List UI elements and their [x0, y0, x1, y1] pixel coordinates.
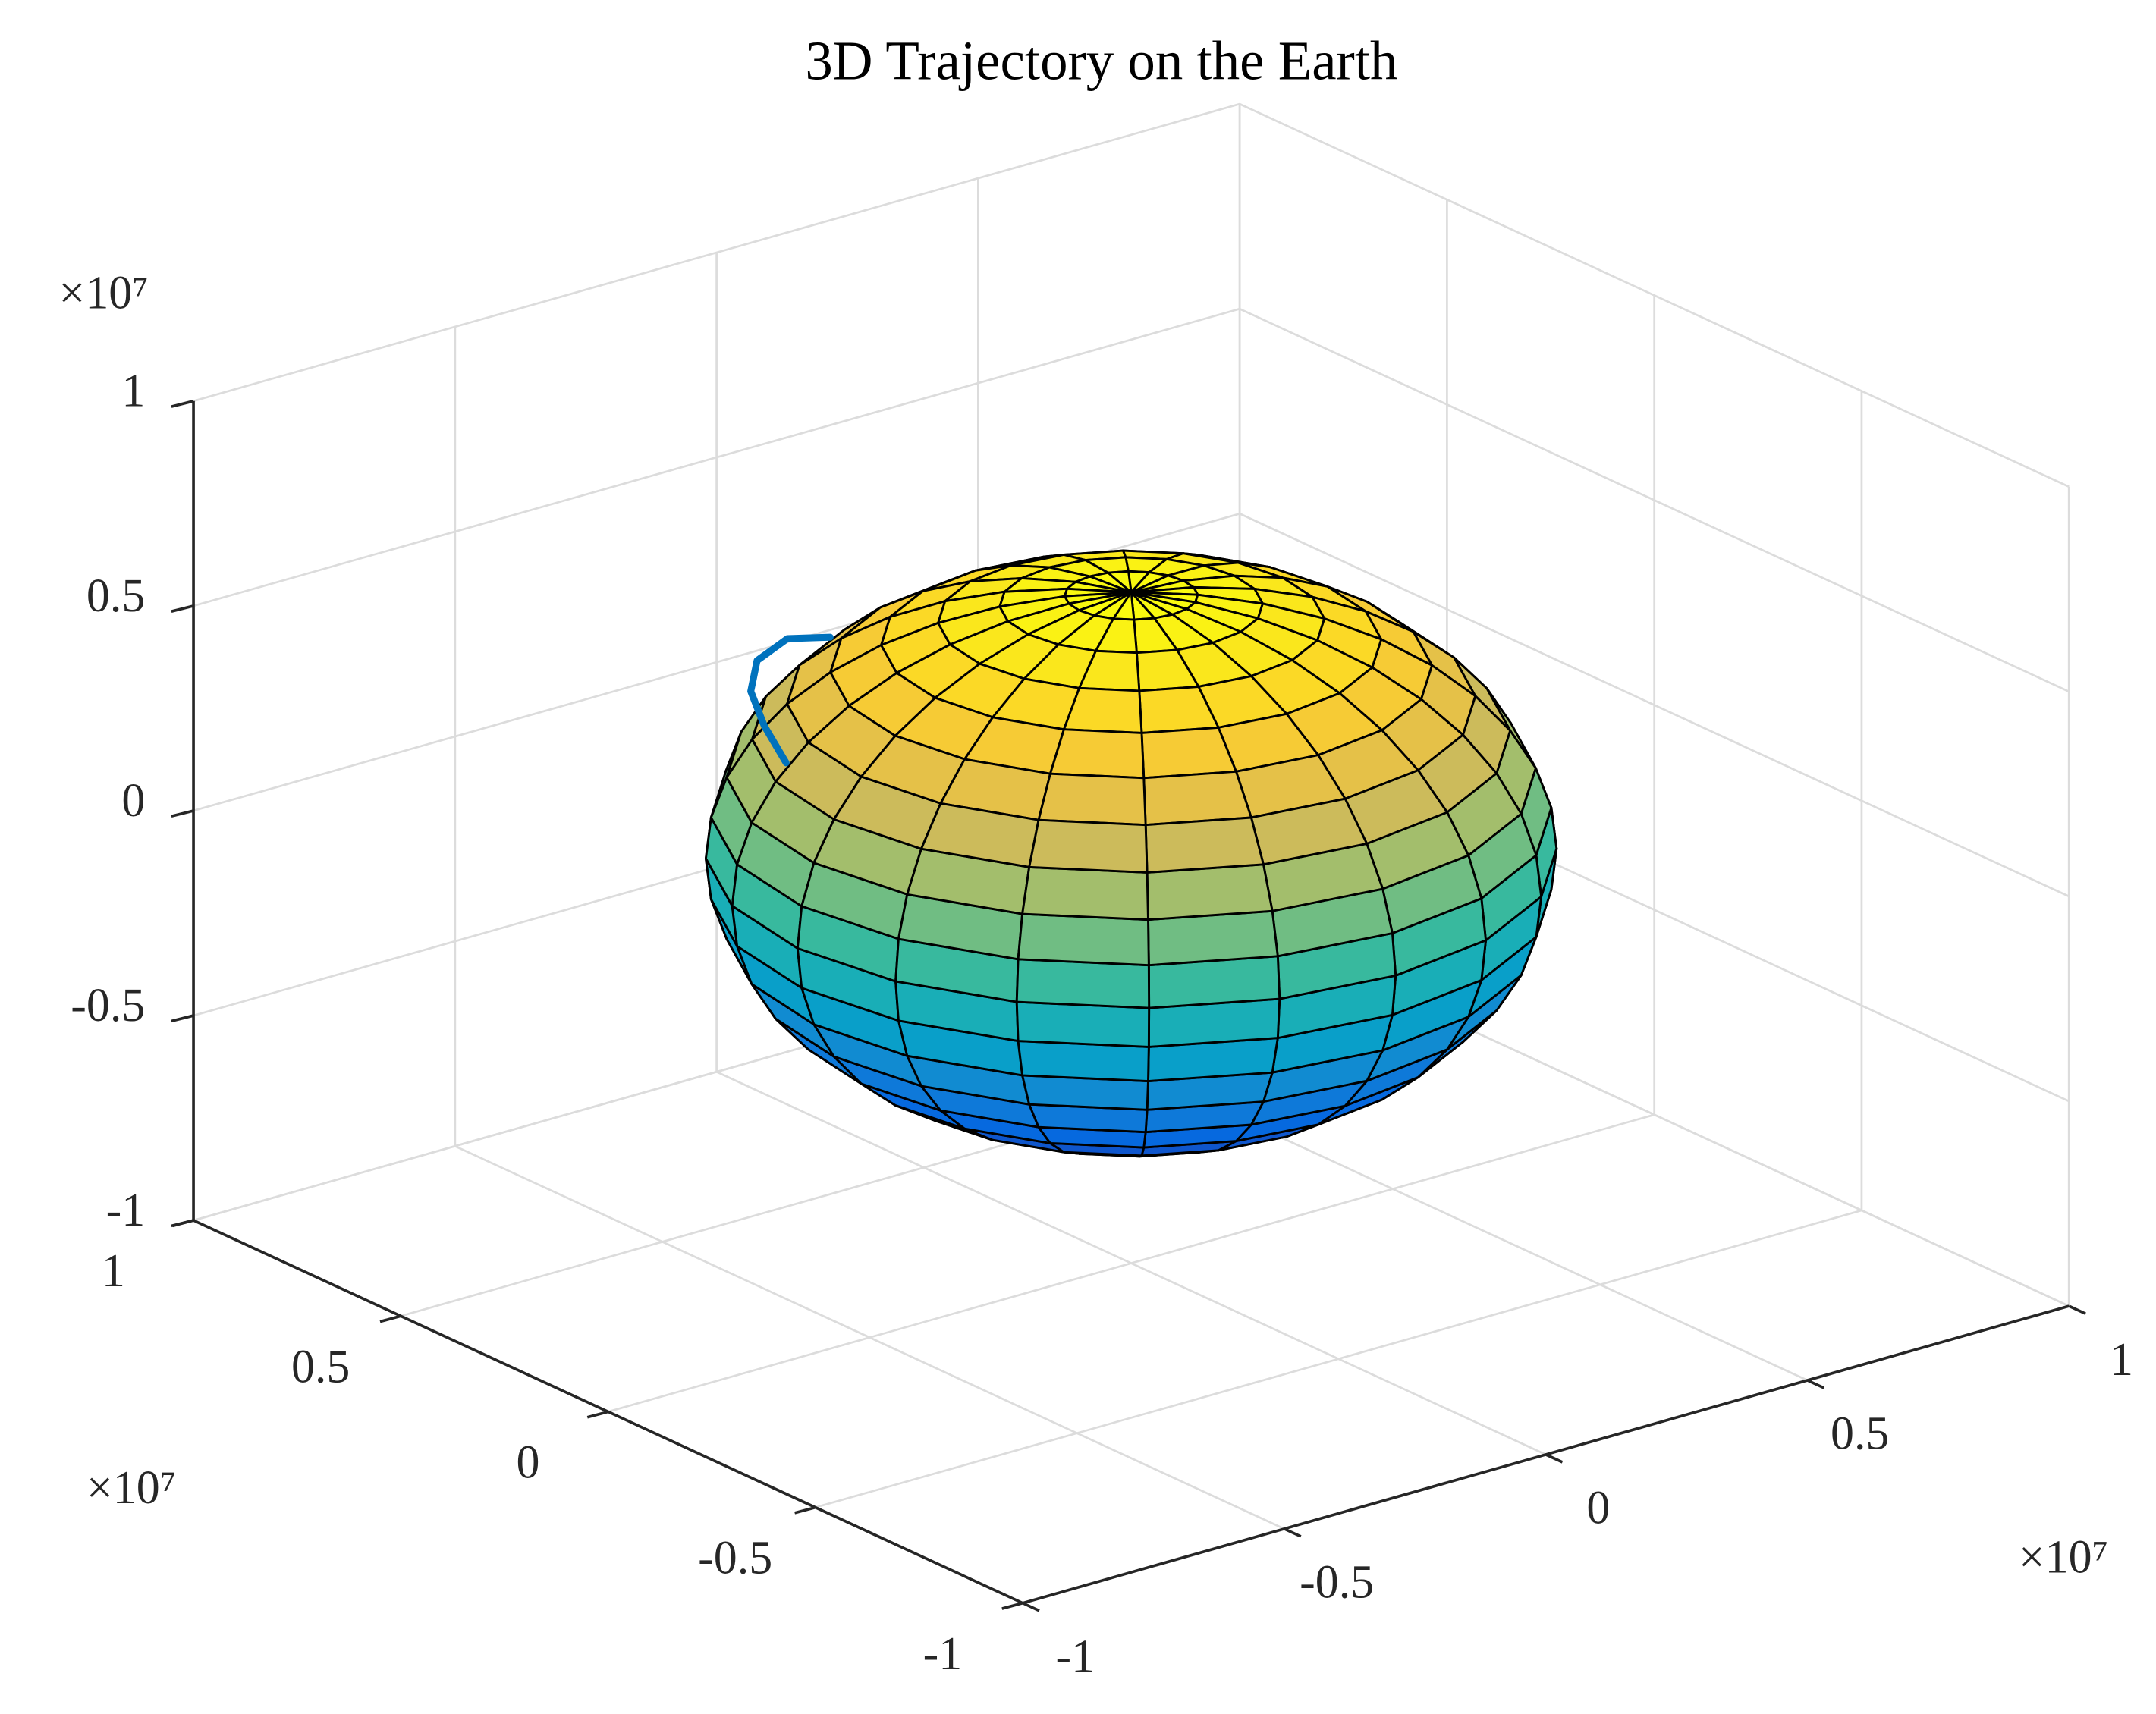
- surface-face: [1037, 772, 1147, 827]
- tick-mark: [379, 1314, 401, 1323]
- tick-mark: [1545, 1453, 1564, 1464]
- tick-mark: [2068, 1304, 2086, 1315]
- grid-line: [608, 1113, 1655, 1413]
- surface-face: [1021, 865, 1149, 921]
- tick-mark: [1001, 1602, 1023, 1610]
- tick-mark: [1284, 1527, 1302, 1538]
- y-tick-label: -1: [923, 1628, 963, 1680]
- grid-line: [1239, 102, 2070, 488]
- chart-title: 3D Trajectory on the Earth: [805, 30, 1397, 92]
- grid-line: [1239, 513, 2070, 898]
- y-tick-label: 1: [102, 1245, 125, 1297]
- tick-mark: [171, 809, 194, 818]
- z-tick-label: 1: [121, 366, 145, 417]
- z-exponent: ×10⁷: [58, 267, 148, 319]
- tick-mark: [172, 1219, 194, 1228]
- tick-mark: [1806, 1379, 1825, 1389]
- grid-line: [193, 102, 1240, 403]
- y-exponent: ×10⁷: [86, 1462, 176, 1514]
- grid-line: [815, 1209, 1862, 1508]
- surface-face: [1015, 958, 1151, 1009]
- x-tick-label: 0: [1586, 1483, 1610, 1534]
- x-tick-label: 0.5: [1831, 1408, 1889, 1460]
- tick-mark: [171, 604, 194, 613]
- tick-mark: [171, 1014, 194, 1023]
- tick-mark: [586, 1410, 609, 1419]
- x-tick-label: -1: [1056, 1631, 1095, 1683]
- x-tick-label: -0.5: [1300, 1557, 1374, 1609]
- grid-line: [193, 307, 1240, 607]
- y-tick-label: 0.5: [291, 1341, 350, 1392]
- surface-face: [1048, 728, 1146, 780]
- surface-face: [1028, 818, 1149, 874]
- surface-face: [1142, 770, 1252, 827]
- x-tick-label: 1: [2110, 1334, 2133, 1386]
- surface-face: [1140, 726, 1237, 780]
- tick-mark: [1022, 1602, 1040, 1612]
- surface-face: [1017, 912, 1150, 967]
- y-tick-label: 0: [516, 1437, 539, 1489]
- y-tick-label: -0.5: [698, 1533, 772, 1584]
- x-exponent: ×10⁷: [2019, 1531, 2108, 1583]
- surface-face: [1015, 1000, 1151, 1048]
- z-tick-label: -0.5: [71, 980, 145, 1031]
- grid-line: [1239, 307, 2070, 693]
- surface-face: [1144, 816, 1265, 874]
- surface-face: [1062, 686, 1143, 734]
- surface-face: [1146, 863, 1274, 921]
- tick-mark: [794, 1505, 816, 1515]
- trajectory: [747, 633, 834, 767]
- z-tick-label: 0.5: [86, 570, 145, 622]
- z-tick-label: -1: [106, 1185, 146, 1236]
- tick-mark: [171, 400, 194, 408]
- z-tick-label: 0: [121, 775, 145, 827]
